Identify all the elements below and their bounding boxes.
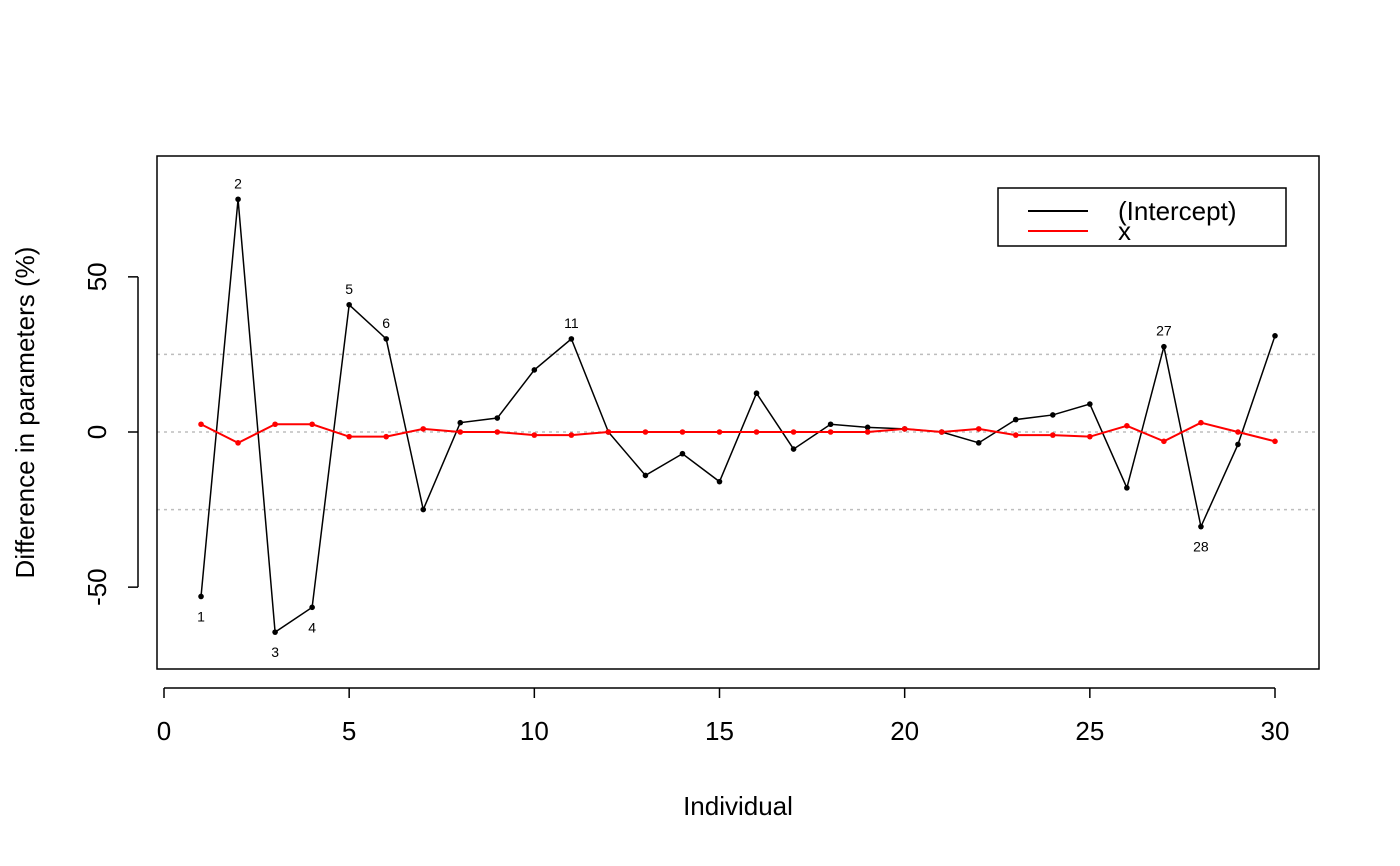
data-point [605, 429, 612, 435]
data-point [827, 421, 834, 428]
data-point [383, 336, 390, 342]
data-point [716, 429, 723, 435]
data-point [790, 429, 797, 435]
data-point [975, 440, 982, 446]
data-point [383, 433, 390, 440]
point-labels: 1 2 3 4 5 6 11 27 28 [197, 175, 1209, 660]
data-point [1124, 485, 1130, 491]
data-point [679, 450, 686, 457]
x-tick-label: 5 [342, 716, 356, 746]
data-point [790, 446, 797, 452]
series-2 [198, 419, 1278, 446]
point-label: 1 [197, 608, 205, 624]
data-point [531, 367, 538, 373]
y-tick-label: -50 [82, 568, 112, 606]
legend-label: x [1118, 216, 1131, 246]
data-point [235, 440, 241, 446]
data-point [1272, 438, 1278, 445]
data-point [420, 426, 427, 432]
data-point [1161, 438, 1167, 445]
y-axis: -50 0 50 [82, 262, 139, 606]
data-point [753, 390, 760, 397]
point-label: 5 [345, 281, 353, 297]
point-label: 11 [564, 315, 579, 331]
data-point [272, 421, 278, 428]
data-point [235, 196, 241, 203]
x-axis-label: Individual [683, 791, 793, 821]
x-tick-label: 30 [1261, 716, 1290, 746]
data-point [827, 429, 834, 435]
point-label: 2 [234, 175, 242, 191]
data-point [272, 629, 278, 635]
point-label: 4 [308, 619, 316, 635]
data-point [1198, 419, 1204, 426]
x-tick-label: 15 [705, 716, 734, 746]
point-label: 6 [382, 315, 390, 331]
data-point [494, 415, 501, 421]
data-point [864, 429, 871, 435]
data-point [901, 426, 908, 432]
x-tick-label: 25 [1075, 716, 1104, 746]
data-point [1198, 523, 1204, 530]
series-line [200, 199, 1276, 634]
data-point [531, 432, 538, 438]
data-point [346, 301, 352, 308]
data-point [309, 604, 315, 611]
data-point [1235, 429, 1241, 435]
data-point [1235, 441, 1241, 448]
data-point [198, 593, 204, 600]
data-point [1012, 432, 1019, 438]
data-point [1050, 412, 1056, 418]
y-tick-label: 50 [82, 262, 112, 291]
x-tick-label: 10 [520, 716, 549, 746]
data-point [568, 336, 575, 342]
data-point [1087, 433, 1093, 440]
series-layer [198, 196, 1278, 635]
y-tick-label: 0 [82, 425, 112, 439]
x-tick-label: 20 [890, 716, 919, 746]
point-label: 28 [1193, 539, 1209, 555]
data-point [938, 429, 945, 435]
data-point [457, 429, 464, 435]
data-point [975, 426, 982, 432]
data-point [1087, 401, 1093, 407]
data-point [642, 429, 649, 435]
data-point [1050, 432, 1056, 438]
series-line [200, 421, 1276, 444]
data-point [642, 472, 649, 479]
data-point [346, 433, 352, 440]
data-point [1124, 422, 1130, 429]
data-point [494, 429, 501, 435]
data-point [198, 421, 204, 428]
data-point [753, 429, 760, 435]
x-axis: 0 5 10 15 20 25 30 [157, 687, 1290, 746]
point-label: 27 [1156, 323, 1172, 339]
legend: (Intercept)x [997, 187, 1287, 247]
data-point [864, 424, 871, 431]
series-1 [198, 196, 1278, 635]
plot-frame [156, 155, 1320, 670]
data-point [420, 506, 427, 513]
data-point [568, 432, 575, 438]
data-point [309, 421, 315, 428]
data-point [457, 419, 464, 426]
legend-label: (Intercept) [1118, 196, 1237, 226]
data-point [1272, 333, 1278, 339]
data-point [679, 429, 686, 435]
point-label: 3 [271, 644, 279, 660]
data-point [716, 478, 723, 485]
data-point [1161, 343, 1167, 350]
y-axis-label: Difference in parameters (%) [10, 247, 40, 579]
x-tick-label: 0 [157, 716, 171, 746]
data-point [1012, 416, 1019, 423]
legend-box [997, 187, 1287, 247]
